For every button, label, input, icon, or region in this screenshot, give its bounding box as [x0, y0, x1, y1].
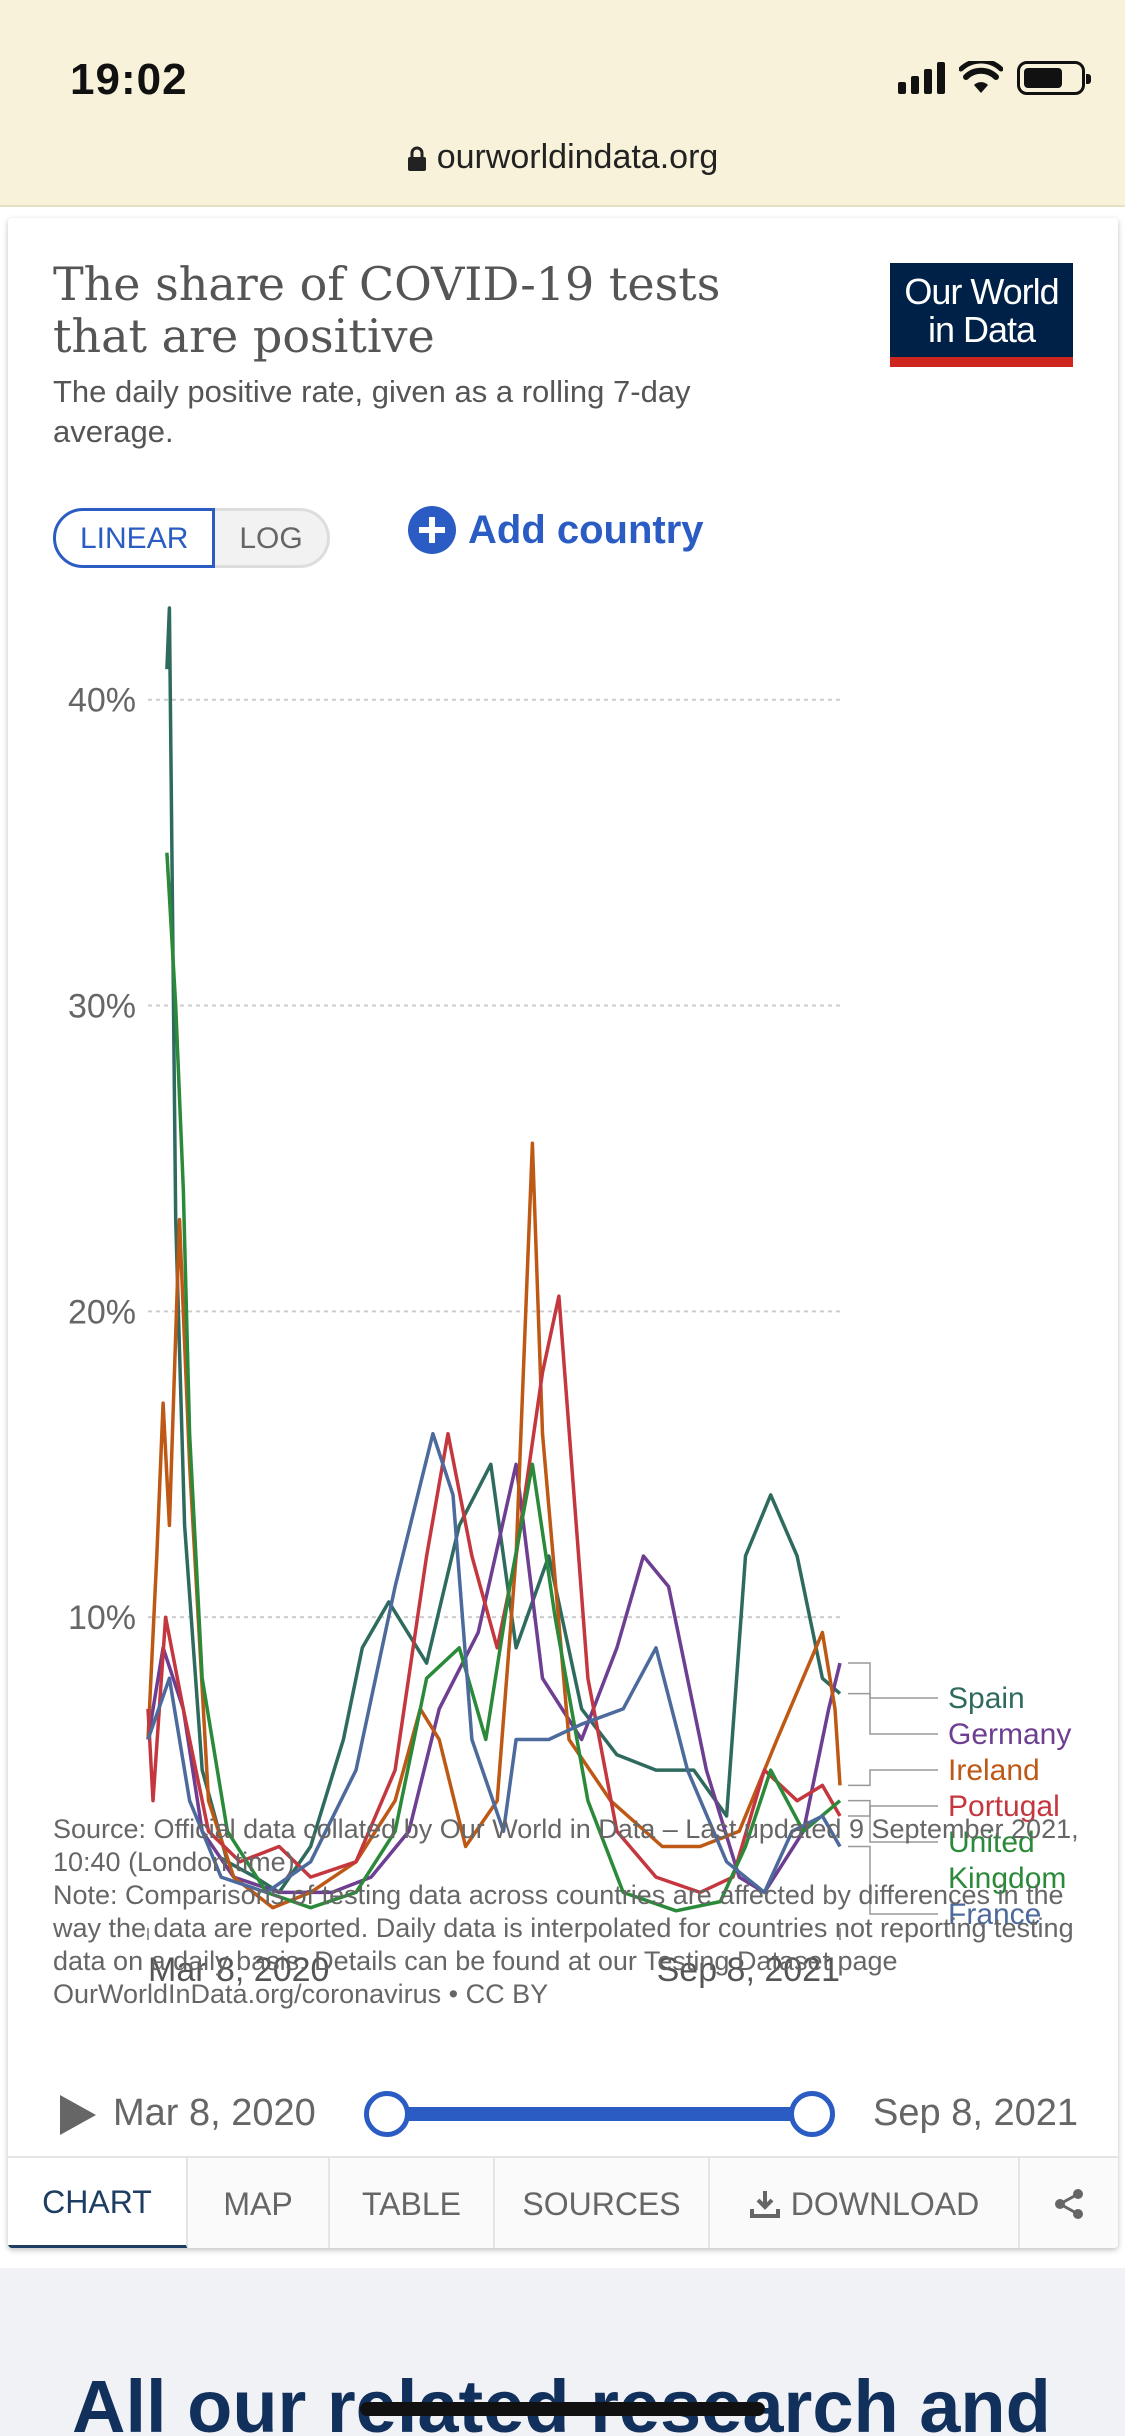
logo-line-1: Our World	[904, 271, 1059, 312]
chart-subtitle: The daily positive rate, given as a roll…	[53, 374, 691, 449]
timeline-start-label: Mar 8, 2020	[113, 2092, 316, 2134]
status-time: 19:02	[70, 55, 188, 104]
source-note: Source: Official data collated by Our Wo…	[53, 1813, 1083, 2011]
chart-title: The share of COVID-19 tests that are pos…	[53, 257, 721, 363]
timeline-end-handle[interactable]	[789, 2091, 835, 2137]
source-text: Source: Official data collated by Our Wo…	[53, 1814, 1079, 1877]
signal-icon	[898, 62, 945, 94]
lock-icon	[407, 146, 426, 171]
share-icon	[1055, 2189, 1083, 2219]
series-line	[165, 852, 842, 1913]
x-tick-label: Mar 8, 2020	[148, 1951, 329, 1989]
add-country-button[interactable]: Add country	[408, 506, 704, 554]
timeline-track[interactable]	[376, 2107, 811, 2121]
legend-label: Germany	[948, 1718, 1071, 1751]
legend-connector	[848, 1845, 938, 1915]
y-tick-label: 40%	[68, 682, 136, 720]
legend-label: Portugal	[948, 1790, 1060, 1823]
url-text: ourworldindata.org	[436, 138, 719, 176]
url-bar[interactable]: ourworldindata.org	[0, 138, 1125, 177]
series-line	[146, 1431, 842, 1895]
owid-logo[interactable]: Our World in Data	[890, 263, 1073, 367]
legend-label: Ireland	[948, 1754, 1040, 1787]
y-tick-label: 10%	[68, 1599, 136, 1637]
series-line	[146, 1462, 842, 1895]
y-tick-label: 20%	[68, 1293, 136, 1331]
tab-table[interactable]: TABLE	[330, 2158, 495, 2248]
wifi-icon	[959, 61, 1003, 93]
legend-connector	[848, 1692, 938, 1699]
legend-label: United	[948, 1826, 1035, 1859]
license-text: OurWorldInData.org/coronavirus • CC BY	[53, 1979, 549, 2009]
scale-toggle: LINEAR LOG	[53, 508, 330, 568]
legend-label: Spain	[948, 1682, 1025, 1715]
scale-log-button[interactable]: LOG	[215, 508, 330, 568]
legend-label: France	[948, 1898, 1041, 1931]
x-tick-label: Sep 8, 2021	[657, 1951, 840, 1989]
legend-connector	[848, 1662, 938, 1735]
home-indicator	[360, 2402, 765, 2416]
note-text: Note: Comparisons of testing data across…	[53, 1880, 1074, 1976]
play-icon[interactable]	[60, 2095, 96, 2135]
timeline-start-handle[interactable]	[364, 2091, 410, 2137]
share-button[interactable]	[1020, 2158, 1118, 2248]
legend-label: Kingdom	[948, 1862, 1066, 1895]
chart-tabs: CHART MAP TABLE SOURCES DOWNLOAD	[8, 2156, 1118, 2248]
tab-sources[interactable]: SOURCES	[495, 2158, 710, 2248]
tab-download-label: DOWNLOAD	[790, 2186, 980, 2222]
status-icons	[898, 58, 1091, 98]
legend-connector	[848, 1769, 938, 1787]
line-chart[interactable]: 10% 20% 30% 40% Mar 8, 2020 Sep 8, 2021 SpainG…	[8, 598, 1118, 1998]
series-line	[146, 1141, 842, 1910]
series-line	[165, 606, 842, 1895]
tab-download[interactable]: DOWNLOAD	[710, 2158, 1020, 2248]
legend-connector	[848, 1799, 938, 1843]
related-research-heading: All our related research and	[72, 2365, 1051, 2436]
add-country-label: Add country	[468, 507, 704, 552]
tab-chart[interactable]: CHART	[8, 2158, 188, 2248]
chart-card: The share of COVID-19 tests that are pos…	[8, 218, 1118, 2248]
scale-linear-button[interactable]: LINEAR	[53, 508, 216, 568]
timeline-end-label: Sep 8, 2021	[873, 2092, 1078, 2134]
y-tick-label: 30%	[68, 988, 136, 1026]
browser-top-bar: 19:02 ourworldindata.org	[0, 0, 1125, 207]
series-line	[146, 1294, 842, 1895]
logo-line-2: in Data	[927, 309, 1036, 350]
download-icon	[749, 2191, 780, 2218]
battery-icon	[1017, 61, 1091, 95]
timeline-slider: Mar 8, 2020 Sep 8, 2021	[48, 2078, 1078, 2148]
plus-circle-icon	[408, 506, 456, 554]
tab-map[interactable]: MAP	[188, 2158, 330, 2248]
